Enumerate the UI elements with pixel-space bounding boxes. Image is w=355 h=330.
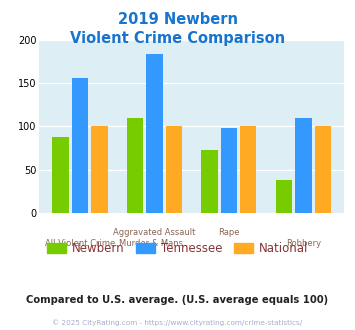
Bar (221, 128, 237, 213)
Text: Aggravated Assault: Aggravated Assault (113, 228, 196, 238)
Bar (53, 138, 69, 213)
Text: Rape: Rape (218, 228, 240, 238)
Text: Violent Crime Comparison: Violent Crime Comparison (70, 31, 285, 46)
Bar (91, 126, 108, 213)
Bar (276, 180, 292, 213)
Bar (166, 126, 182, 213)
Legend: Newbern, Tennessee, National: Newbern, Tennessee, National (42, 237, 313, 260)
Bar (72, 78, 88, 213)
Text: 2019 Newbern: 2019 Newbern (118, 12, 237, 26)
Text: © 2025 CityRating.com - https://www.cityrating.com/crime-statistics/: © 2025 CityRating.com - https://www.city… (53, 319, 302, 326)
Bar (240, 126, 256, 213)
Bar (295, 117, 312, 213)
Text: All Violent Crime: All Violent Crime (45, 239, 115, 248)
Bar (315, 126, 331, 213)
Bar (127, 118, 143, 213)
Bar (201, 150, 218, 213)
Bar (146, 54, 163, 213)
Text: Murder & Mans...: Murder & Mans... (119, 239, 190, 248)
Text: Robbery: Robbery (286, 239, 321, 248)
Text: Compared to U.S. average. (U.S. average equals 100): Compared to U.S. average. (U.S. average … (26, 295, 329, 305)
